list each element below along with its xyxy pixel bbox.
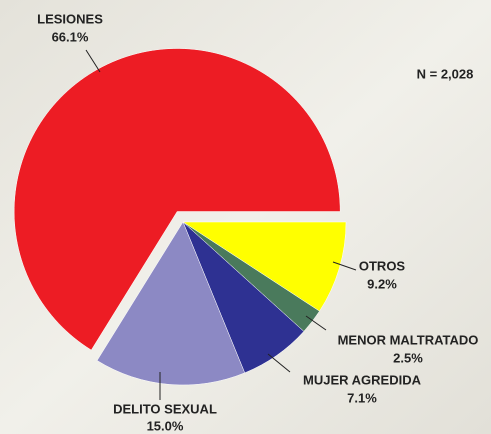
pie-slice xyxy=(182,221,347,312)
slice-label: LESIONES xyxy=(37,11,103,26)
pie xyxy=(13,48,347,386)
slice-label: OTROS xyxy=(359,258,406,273)
leader-line xyxy=(332,261,357,271)
leader-line xyxy=(85,49,101,73)
leader-line xyxy=(305,315,327,331)
leader-line xyxy=(267,353,291,373)
pie-slice xyxy=(96,221,246,386)
slice-label: MENOR MALTRATADO xyxy=(338,332,479,347)
slice-label: MUJER AGREDIDA xyxy=(303,372,422,387)
value-label: 66.1% xyxy=(52,29,89,44)
value-label: 2.5% xyxy=(393,350,423,365)
slice-label: DELITO SEXUAL xyxy=(113,401,217,416)
note: N = 2,028 xyxy=(417,66,474,81)
value-label: 15.0% xyxy=(147,418,184,433)
value-label: 7.1% xyxy=(347,390,377,405)
value-label: 9.2% xyxy=(367,276,397,291)
